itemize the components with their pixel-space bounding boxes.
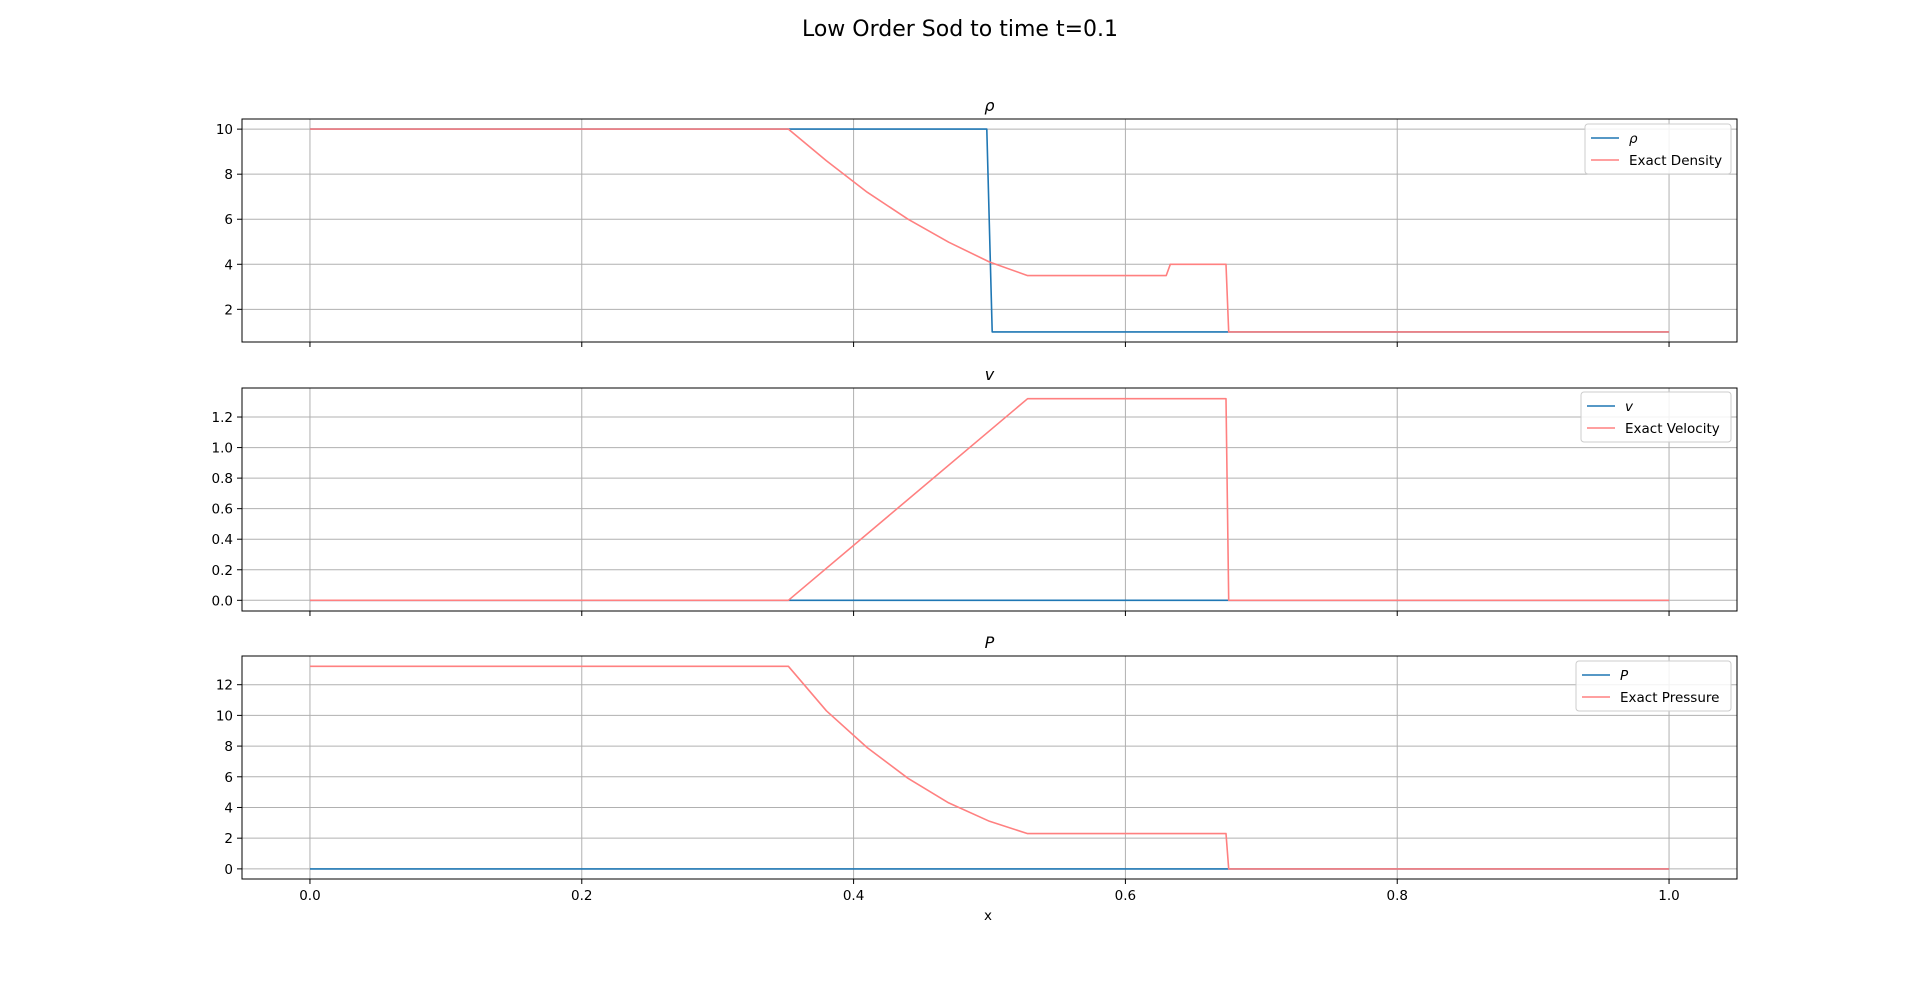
legend-box [1575,660,1732,712]
subplot-1: 2 4 6 8 10 ρ ρ Exact Density [216,96,1738,347]
axes-frame [241,118,1738,343]
x-tick-label: 0.6 [1115,888,1136,904]
x-tick-label: 0.0 [299,888,320,904]
x-axis-label: x [984,908,992,924]
subplot-title: v [985,365,995,384]
figure-title: Low Order Sod to time t=0.1 [802,17,1118,42]
y-tick-label: 2 [224,831,233,847]
legend-label: v [1625,399,1634,415]
legend-label: Exact Density [1629,153,1722,169]
y-tick-label: 4 [224,257,233,273]
legend-label: Exact Velocity [1625,421,1720,437]
y-tick-label: 8 [224,167,233,183]
axes-frame [241,655,1738,880]
y-tick-label: 10 [216,122,233,138]
y-tick-label: 2 [224,302,233,318]
y-tick-label: 6 [224,212,233,228]
x-tick-label: 0.8 [1386,888,1407,904]
x-tick-label: 0.2 [571,888,592,904]
y-tick-label: 0.4 [212,532,233,548]
y-tick-label: 1.0 [212,441,233,457]
y-tick-label: 6 [224,770,233,786]
y-tick-label: 0.6 [212,502,233,518]
legend-box [1580,391,1732,443]
y-tick-label: 1.2 [212,410,233,426]
legend: ρ Exact Density [1584,123,1732,175]
axes-frame [241,387,1738,612]
subplot-title: ρ [984,96,994,115]
numeric-series-line [310,128,1669,333]
legend-label: ρ [1629,131,1638,147]
exact-series-line [310,128,1669,333]
y-tick-label: 0.8 [212,471,233,487]
legend: v Exact Velocity [1580,391,1732,443]
y-tick-label: 8 [224,739,233,755]
legend: P Exact Pressure [1575,660,1732,712]
legend-label: Exact Pressure [1620,690,1719,706]
subplot-3: 0 2 4 6 8 10 12 0.0 0.2 0.4 0.6 0.8 1.0 P P Exact Press… [216,633,1738,904]
y-tick-label: 0 [224,862,233,878]
y-tick-label: 0.2 [212,563,233,579]
exact-series-line [310,665,1669,870]
y-tick-label: 12 [216,678,233,694]
x-tick-label: 1.0 [1658,888,1679,904]
y-tick-label: 10 [216,708,233,724]
y-tick-label: 0.0 [212,593,233,609]
subplot-2: 0.0 0.2 0.4 0.6 0.8 1.0 1.2 v v Exact Velocity [212,365,1738,616]
subplot-title: P [985,633,995,652]
legend-box [1584,123,1732,175]
y-tick-label: 4 [224,800,233,816]
legend-label: P [1620,668,1629,684]
x-tick-label: 0.4 [843,888,864,904]
exact-series-line [310,397,1669,602]
